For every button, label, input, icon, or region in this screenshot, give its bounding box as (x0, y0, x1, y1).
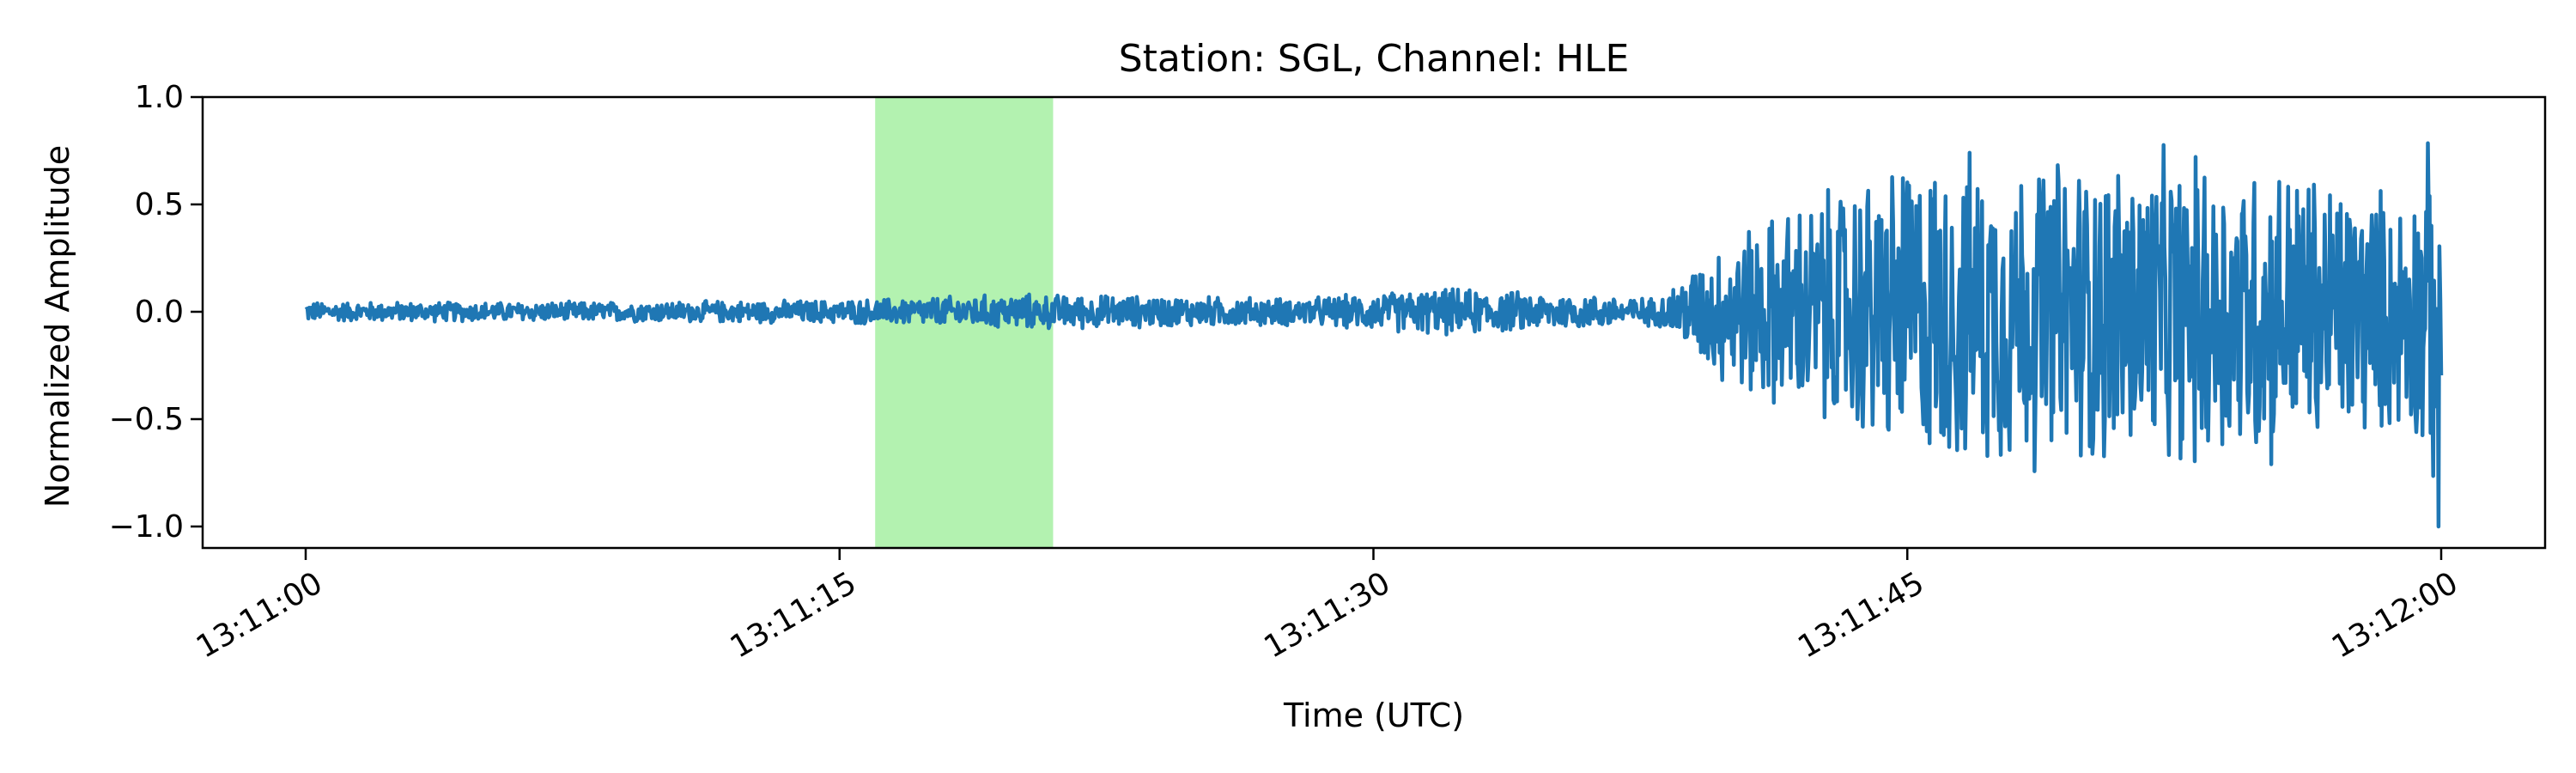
x-axis-label: Time (UTC) (1283, 697, 1464, 734)
x-tick-label: 13:11:45 (1792, 565, 1930, 665)
y-tick-label: 1.0 (135, 80, 184, 115)
y-tick-label: 0.0 (135, 295, 184, 330)
x-tick-label: 13:11:30 (1258, 565, 1396, 665)
plot-area (201, 95, 2547, 550)
y-axis-label: Normalized Amplitude (39, 145, 76, 508)
y-tick-label: 0.5 (135, 187, 184, 222)
x-tick-label: 13:12:00 (2326, 565, 2464, 665)
y-tick-label: −1.0 (109, 509, 184, 545)
chart-title: Station: SGL, Channel: HLE (1119, 37, 1630, 81)
x-tick-label: 13:11:15 (725, 565, 863, 665)
x-axis: 13:11:00 13:11:15 13:11:30 13:11:45 13:12:00 (191, 548, 2464, 666)
waveform-series (304, 141, 2444, 529)
x-tick-label: 13:11:00 (191, 565, 329, 665)
y-tick-label: −0.5 (109, 402, 184, 437)
y-axis: 1.0 0.5 0.0 −0.5 −1.0 (109, 80, 203, 545)
